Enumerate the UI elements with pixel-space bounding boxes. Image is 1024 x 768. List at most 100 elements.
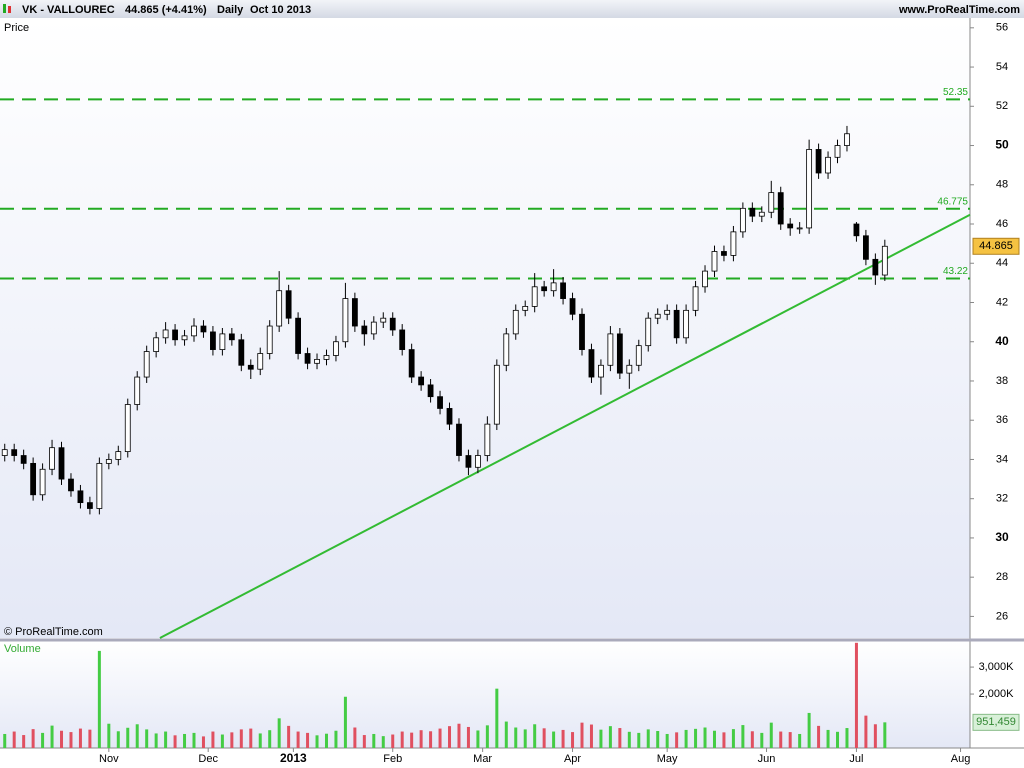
volume-bar: [41, 732, 45, 748]
x-tick-label: Feb: [383, 753, 402, 765]
volume-bar: [277, 718, 281, 748]
volume-bar: [826, 729, 830, 748]
y-tick-label: 32: [996, 493, 1008, 505]
volume-bar: [164, 731, 168, 748]
volume-bar: [154, 733, 158, 748]
volume-bar: [268, 730, 272, 748]
x-tick-label: 2013: [280, 751, 307, 765]
candle-body: [361, 325, 368, 335]
candle-body: [408, 349, 415, 378]
volume-bar: [287, 725, 291, 748]
candle-body: [616, 333, 623, 374]
candle-body: [49, 447, 55, 470]
candle-body: [446, 408, 453, 425]
candle-body: [825, 156, 831, 174]
candle-body: [351, 298, 358, 327]
volume-bar: [457, 723, 461, 748]
y-tick-label: 56: [996, 22, 1008, 34]
candle-body: [437, 396, 443, 409]
candle-body: [68, 478, 74, 492]
volume-bar: [50, 725, 54, 748]
volume-bar: [362, 735, 366, 748]
volume-bar: [258, 733, 262, 748]
volume-bar: [116, 731, 120, 748]
candle-body: [210, 331, 216, 350]
candle-body: [380, 317, 387, 323]
volume-bar: [589, 724, 593, 748]
candle-body: [219, 333, 226, 350]
candle-body: [692, 286, 699, 311]
volume-bar: [656, 731, 660, 748]
y-tick-label: 34: [996, 453, 1008, 465]
x-tick-label: Mar: [473, 753, 492, 765]
volume-bar: [845, 728, 849, 748]
candle-body: [598, 364, 604, 378]
candle-body: [77, 490, 84, 504]
y-tick-label: 44: [996, 257, 1008, 269]
candle-body: [512, 309, 519, 335]
volume-bar: [485, 725, 489, 748]
volume-bar: [637, 732, 641, 748]
volume-bar: [400, 731, 404, 748]
volume-bar: [78, 728, 82, 748]
volume-bar: [31, 729, 35, 748]
volume-bar: [12, 731, 16, 748]
candle-body: [872, 258, 879, 276]
x-tick-label: May: [657, 753, 678, 765]
candle-body: [550, 282, 557, 292]
volume-bar: [239, 729, 243, 748]
volume-bar: [769, 722, 773, 748]
candle-body: [266, 325, 273, 354]
candle-body: [796, 227, 803, 230]
volume-bar: [334, 730, 338, 748]
candle-body: [664, 309, 671, 315]
x-tick-label: Dec: [198, 753, 218, 765]
candle-body: [844, 133, 850, 146]
volume-bar: [145, 729, 149, 748]
candle-body: [834, 145, 841, 158]
copyright: © ProRealTime.com: [4, 626, 103, 638]
y-tick-label: 28: [996, 571, 1008, 583]
candle-body: [87, 502, 93, 509]
icon: [8, 6, 11, 13]
candle-body: [579, 313, 585, 350]
last-price-box: [972, 237, 1020, 255]
candle-body: [276, 290, 283, 327]
last-volume-box: [972, 713, 1020, 731]
volume-bar: [618, 728, 622, 748]
y-tick-label: 46: [996, 218, 1008, 230]
y-tick-label: 52: [996, 100, 1008, 112]
candle-body: [758, 211, 765, 217]
candle-body: [806, 149, 813, 229]
volume-bar: [627, 731, 631, 748]
volume-bar: [126, 727, 130, 748]
candle-body: [105, 459, 112, 464]
candle-body: [626, 364, 633, 374]
candle-body: [181, 335, 188, 341]
y-axis-label: Price: [4, 22, 29, 34]
candle-body: [493, 364, 500, 425]
source: www.ProRealTime.com: [898, 4, 1020, 16]
candle-body: [560, 282, 566, 299]
x-tick-label: Jun: [758, 753, 776, 765]
candle-body: [777, 192, 784, 225]
candle-body: [257, 353, 264, 370]
candle-body: [607, 333, 614, 366]
candle-body: [143, 351, 150, 378]
volume-bar: [69, 732, 73, 748]
volume-bar: [230, 732, 234, 748]
candle-body: [531, 286, 538, 307]
volume-bar: [296, 731, 300, 748]
volume-bar: [854, 642, 858, 748]
candle-body: [58, 447, 65, 480]
candle-body: [115, 451, 122, 460]
volume-bar: [343, 696, 347, 748]
candle-body: [295, 317, 301, 354]
volume-bar: [220, 734, 224, 748]
volume-bar: [372, 733, 376, 748]
volume-bar: [448, 726, 452, 748]
y-tick-label: 42: [996, 296, 1008, 308]
candle-body: [569, 298, 576, 315]
volume-bar: [712, 730, 716, 748]
candle-body: [399, 329, 406, 350]
